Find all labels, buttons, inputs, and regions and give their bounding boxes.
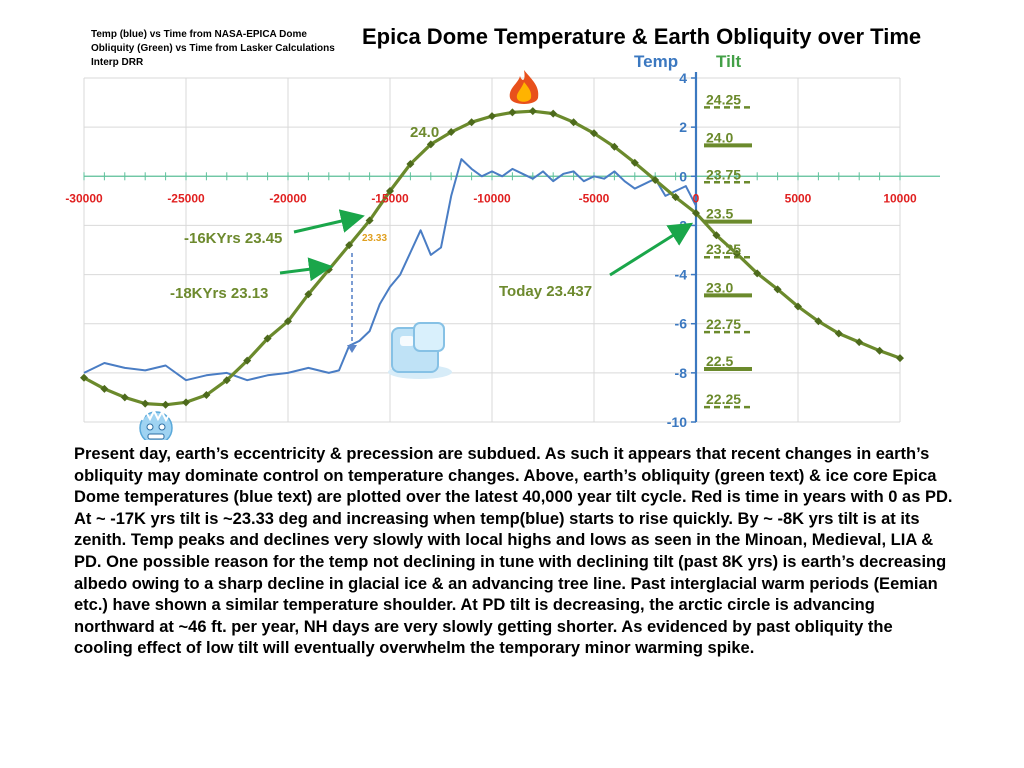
obliquity-point [549,109,558,118]
x-tick-label-6: 0 [693,191,700,205]
obliquity-series [80,107,904,409]
tick-labels: -30000 -25000 -20000 -15000 -10000 -5000 0 5000… [65,70,917,430]
y-tick-label-0: 4 [679,70,687,86]
obliquity-point [692,209,700,218]
obliquity-point [671,193,680,202]
obliquity-point [651,175,660,184]
description-paragraph: Present day, earth’s eccentricity & prec… [74,445,953,658]
temp-axis-title: Temp [634,52,679,71]
obliquity-point [120,393,129,402]
tilt-axis-title: Tilt [716,52,742,71]
y-tick-label-2: 0 [679,168,687,184]
axes [83,72,940,423]
x-tick-label-4: -10000 [473,191,511,205]
obliquity-point [345,241,354,250]
obliquity-point [100,384,109,393]
annotation-16kyrs: -16KYrs 23.45 [184,230,283,247]
annotation-rise-mark: 23.33 [362,233,388,244]
obliquity-point [263,334,272,343]
credit-line-interp: Interp DRR [91,57,144,68]
obliquity-point [814,317,823,326]
x-tick-label-2: -20000 [269,191,307,205]
y-tick-label-6: -8 [675,365,688,381]
tilt-label-4: 23.25 [706,241,741,257]
y-tick-label-1: 2 [679,119,687,135]
y-tick-label-5: -6 [675,316,688,332]
chart-title: Epica Dome Temperature & Earth Obliquity… [362,24,922,49]
obliquity-point [875,346,884,355]
obliquity-point [712,231,721,240]
grid [83,77,901,423]
arrow-16kyrs [293,209,365,234]
obliquity-point [80,373,88,382]
fire-icon [509,70,539,104]
obliquity-point [406,160,415,168]
x-tick-label-1: -25000 [167,191,205,205]
y-tick-label-4: -4 [675,267,688,283]
obliquity-point [896,354,904,363]
obliquity-point [569,118,578,127]
obliquity-point [732,249,741,258]
obliquity-point [447,128,456,137]
credit-line-obliquity: Obliquity (Green) vs Time from Lasker Ca… [91,43,335,54]
obliquity-point [161,400,170,409]
tilt-label-5: 23.0 [706,279,733,295]
obliquity-point [610,142,619,151]
tilt-guides [704,106,752,409]
obliquity-point [834,329,843,338]
x-tick-label-5: -5000 [579,191,610,205]
x-tick-label-3: -15000 [371,191,409,205]
obliquity-point [243,356,252,365]
tilt-label-7: 22.5 [706,353,733,369]
temp-series [83,158,697,382]
x-tick-label-7: 5000 [785,191,812,205]
arrow-today [609,222,694,277]
tilt-label-8: 22.25 [706,391,741,407]
obliquity-point [284,317,292,326]
obliquity-point [365,216,374,225]
ice-cube-icon [388,322,452,379]
obliquity-point [488,112,496,121]
obliquity-point [202,390,211,399]
chart-credits: Temp (blue) vs Time from NASA-EPICA Dome… [91,28,335,70]
obliquity-point [590,129,598,138]
tilt-label-6: 22.75 [706,316,741,332]
obliquity-point [386,187,394,196]
temp-line [83,158,697,382]
obliquity-point [182,398,190,407]
tilt-label-2: 23.75 [706,166,741,182]
x-tick-label-0: -30000 [65,191,103,205]
obliquity-point [304,290,313,299]
tilt-label-3: 23.5 [706,206,733,222]
frozen-face-icon [139,408,173,440]
obliquity-point [141,399,150,408]
obliquity-point [426,140,435,149]
obliquity-point [753,269,762,278]
arrow-18kyrs [279,257,333,282]
y-tick-label-7: -10 [667,414,687,430]
annotation-18kyrs: -18KYrs 23.13 [170,285,269,302]
obliquity-point [528,107,537,116]
obliquity-point [222,376,231,385]
tilt-label-1: 24.0 [706,129,733,145]
credit-line-temp: Temp (blue) vs Time from NASA-EPICA Dome [91,29,307,40]
chart-area: -30000 -25000 -20000 -15000 -10000 -5000 0 5000… [65,70,940,440]
annotation-today: Today 23.437 [499,283,593,300]
obliquity-point [794,302,802,311]
tilt-label-0: 24.25 [706,91,741,107]
tilt-24-0-label: 24.0 [410,124,440,141]
obliquity-point [630,158,639,167]
obliquity-point [855,338,864,347]
rise-arrow-head [347,345,357,353]
obliquity-point [467,118,476,127]
obliquity-point [508,108,517,117]
x-tick-label-8: 10000 [883,191,917,205]
obliquity-point [773,285,782,294]
